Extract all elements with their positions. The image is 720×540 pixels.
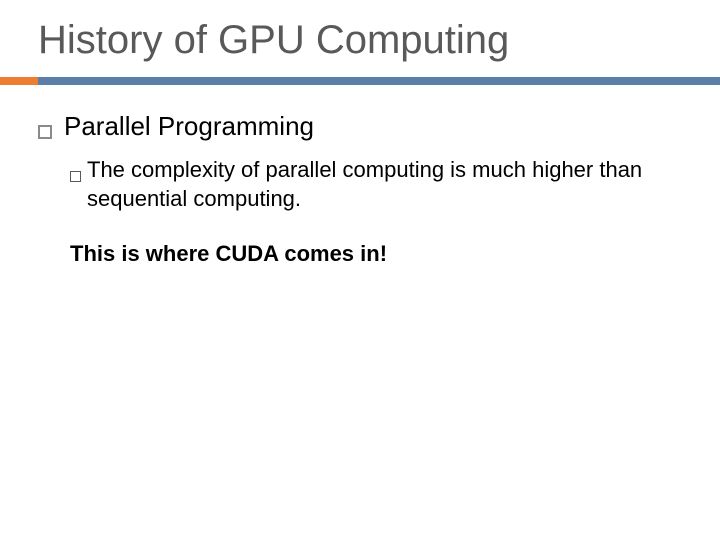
content-area: Parallel Programming The complexity of p… — [0, 85, 720, 267]
slide-title: History of GPU Computing — [0, 0, 720, 77]
divider-accent — [0, 77, 38, 85]
emphasis-text: This is where CUDA comes in! — [38, 241, 682, 267]
main-bullet-row: Parallel Programming — [38, 111, 682, 142]
divider-main — [38, 77, 720, 85]
sub-bullet-row: The complexity of parallel computing is … — [38, 156, 682, 213]
hollow-square-icon — [38, 125, 52, 139]
hollow-square-icon — [70, 171, 81, 182]
sub-bullet-text: The complexity of parallel computing is … — [87, 156, 647, 213]
divider-bar — [0, 77, 720, 85]
main-bullet-text: Parallel Programming — [64, 111, 314, 142]
